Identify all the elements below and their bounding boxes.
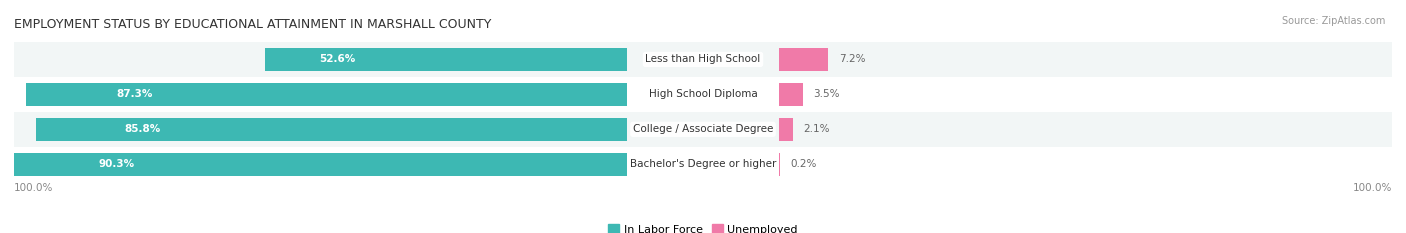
Bar	[37, 118, 627, 141]
Bar	[14, 42, 1392, 77]
Text: College / Associate Degree: College / Associate Degree	[633, 124, 773, 134]
Bar	[779, 48, 828, 71]
Text: Less than High School: Less than High School	[645, 55, 761, 64]
Bar	[264, 48, 627, 71]
Text: Bachelor's Degree or higher: Bachelor's Degree or higher	[630, 159, 776, 169]
Text: 0.2%: 0.2%	[790, 159, 817, 169]
Bar	[779, 118, 793, 141]
Text: 100.0%: 100.0%	[1353, 184, 1392, 193]
Text: 7.2%: 7.2%	[839, 55, 865, 64]
Text: EMPLOYMENT STATUS BY EDUCATIONAL ATTAINMENT IN MARSHALL COUNTY: EMPLOYMENT STATUS BY EDUCATIONAL ATTAINM…	[14, 18, 492, 31]
Text: 100.0%: 100.0%	[14, 184, 53, 193]
Text: Source: ZipAtlas.com: Source: ZipAtlas.com	[1281, 16, 1385, 26]
Bar	[14, 77, 1392, 112]
Bar	[6, 153, 627, 176]
Text: 85.8%: 85.8%	[125, 124, 162, 134]
Text: 2.1%: 2.1%	[804, 124, 830, 134]
Text: High School Diploma: High School Diploma	[648, 89, 758, 99]
Bar	[14, 112, 1392, 147]
Text: 90.3%: 90.3%	[98, 159, 135, 169]
Bar	[779, 83, 803, 106]
Text: 3.5%: 3.5%	[813, 89, 839, 99]
Legend: In Labor Force, Unemployed: In Labor Force, Unemployed	[603, 220, 803, 233]
Bar	[25, 83, 627, 106]
Text: 52.6%: 52.6%	[319, 55, 356, 64]
Bar	[14, 147, 1392, 182]
Text: 87.3%: 87.3%	[115, 89, 152, 99]
